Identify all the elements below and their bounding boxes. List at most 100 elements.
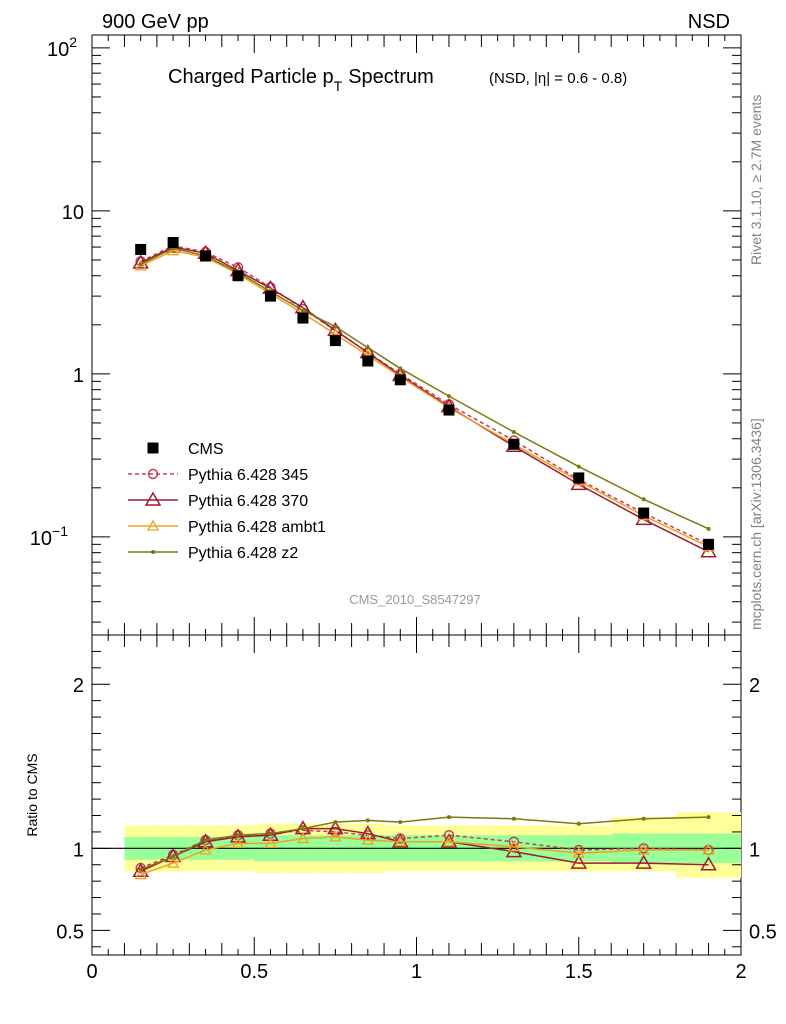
- data-point: [151, 550, 155, 554]
- series-line: [140, 836, 709, 876]
- data-point: [138, 262, 143, 267]
- ratio-y-tick-label-right: 2: [749, 675, 760, 697]
- data-point: [296, 832, 310, 844]
- series-pythia-6-428-z2: [138, 815, 711, 872]
- data-point: [637, 843, 650, 855]
- header-right: NSD: [688, 11, 730, 33]
- legend-label: CMS: [188, 441, 224, 458]
- data-point: [702, 843, 715, 855]
- data-point: [507, 840, 520, 852]
- data-point: [138, 867, 143, 872]
- data-point: [365, 345, 370, 350]
- series-pythia-6-428-ambt1: [134, 830, 715, 880]
- data-point: [573, 472, 585, 484]
- y-tick-label: 10: [62, 202, 84, 224]
- data-point: [576, 821, 581, 826]
- data-point: [134, 868, 147, 880]
- legend-label: Pythia 6.428 ambt1: [188, 519, 326, 536]
- data-point: [638, 507, 650, 519]
- data-point: [146, 519, 160, 531]
- data-point: [398, 820, 403, 825]
- series-line: [140, 827, 709, 872]
- data-point: [511, 429, 516, 434]
- data-point: [203, 838, 208, 843]
- ratio-axes: 0 0.5 1 1.5 20.5 0.51 12 2: [56, 634, 777, 983]
- data-point: [171, 854, 176, 859]
- data-point: [197, 833, 214, 848]
- data-point: [440, 833, 458, 848]
- data-point: [147, 468, 159, 480]
- ratio-series: [132, 815, 717, 880]
- data-point: [327, 820, 344, 835]
- data-point: [706, 526, 711, 531]
- data-point: [362, 355, 374, 367]
- ratio-plot-frame: [91, 634, 742, 956]
- data-point: [700, 856, 717, 871]
- data-point: [329, 830, 342, 842]
- series-pythia-6-428-370: [132, 820, 717, 878]
- legend-label: Pythia 6.428 z2: [188, 545, 298, 562]
- data-point: [333, 820, 338, 825]
- data-point: [147, 442, 159, 454]
- main-series: [132, 236, 717, 558]
- chart-title: Charged Particle pT Spectrum (NSD, |η| = …: [168, 66, 627, 94]
- chart-subtitle: (NSD, |η| = 0.6 - 0.8): [489, 70, 627, 87]
- data-point: [573, 844, 584, 856]
- data-point: [132, 862, 149, 878]
- series-cms: [135, 236, 715, 550]
- ratio-y-tick-label: 1: [73, 839, 84, 861]
- data-point: [300, 826, 305, 831]
- data-point: [394, 374, 406, 386]
- main-axes: 102 10 1 10−1: [30, 34, 742, 635]
- legend-item: Pythia 6.428 z2: [128, 545, 298, 562]
- legend-item: Pythia 6.428 370: [128, 491, 308, 510]
- data-point: [703, 538, 715, 550]
- ratio-y-tick-label: 2: [73, 675, 84, 697]
- series-line: [140, 247, 709, 530]
- ratio-y-tick-label-right: 1: [749, 839, 760, 861]
- data-point: [443, 829, 455, 841]
- data-point: [398, 366, 403, 371]
- data-point: [570, 854, 588, 869]
- series-pythia-6-428-z2: [138, 246, 711, 531]
- header-left: 900 GeV pp: [102, 11, 209, 33]
- data-point: [641, 816, 646, 821]
- data-point: [442, 835, 456, 847]
- ratio-y-tick-label-right: 0.5: [749, 921, 777, 943]
- data-point: [333, 324, 338, 329]
- data-point: [641, 497, 646, 502]
- x-tick-label: 0: [86, 961, 97, 983]
- x-tick-label: 0.5: [240, 961, 268, 983]
- y-tick-label: 102: [47, 34, 77, 61]
- data-point: [443, 404, 455, 416]
- ratio-ylabel: Ratio to CMS: [24, 753, 40, 836]
- data-point: [232, 270, 244, 282]
- y-tick-label: 1: [73, 365, 84, 387]
- data-point: [264, 290, 276, 302]
- series-line: [140, 816, 709, 871]
- data-point: [394, 835, 407, 847]
- data-point: [236, 833, 241, 838]
- legend-item: Pythia 6.428 345: [128, 467, 308, 484]
- data-point: [167, 856, 180, 868]
- legend-item: Pythia 6.428 ambt1: [128, 519, 326, 536]
- rivet-label: Rivet 3.1.10, ≥ 2.7M events: [748, 95, 764, 265]
- legend-item: CMS: [147, 441, 224, 458]
- data-point: [134, 259, 147, 271]
- data-point: [231, 837, 245, 849]
- legend-label: Pythia 6.428 370: [188, 493, 308, 510]
- analysis-label: CMS_2010_S8547297: [349, 592, 481, 607]
- data-point: [361, 833, 374, 845]
- data-point: [297, 312, 309, 324]
- data-point: [200, 250, 212, 262]
- data-point: [268, 831, 273, 836]
- mcplots-label: mcplots.cern.ch [arXiv:1306.3436]: [748, 418, 764, 630]
- data-point: [199, 843, 212, 855]
- series-line: [140, 829, 709, 869]
- data-point: [508, 438, 520, 450]
- data-point: [264, 837, 277, 849]
- data-point: [446, 815, 451, 820]
- x-tick-label: 2: [735, 961, 746, 983]
